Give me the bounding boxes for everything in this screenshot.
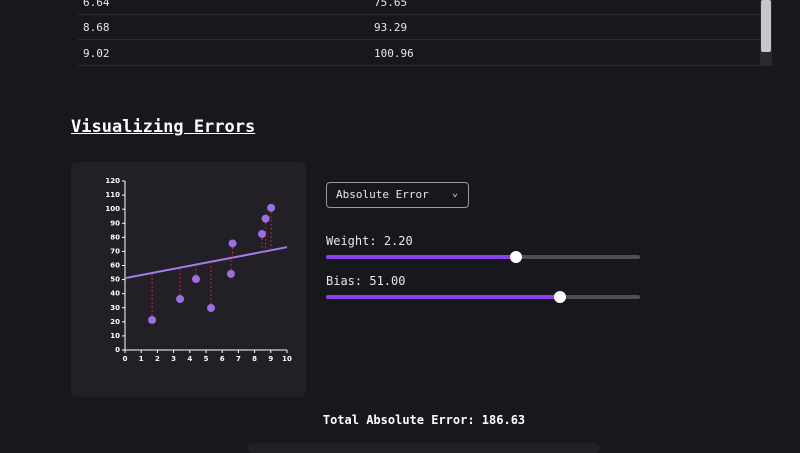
x-tick-label: 10 [282,355,292,363]
slider-label: Bias: 51.00 [326,274,405,288]
scroll-thumb[interactable] [761,0,771,52]
y-tick-label: 20 [110,318,120,326]
y-tick-label: 100 [105,205,120,213]
table-row: 9.02 100.96 [78,40,760,66]
point [191,275,200,284]
slider-fill [326,255,516,259]
slider[interactable] [326,251,640,263]
point [258,229,267,238]
point [267,203,276,212]
y-tick-label: 30 [110,304,120,312]
y-tick-label: 120 [105,177,120,185]
chart-card: 0 1 2 3 4 5 6 7 8 9 10 0 10 20 30 40 50 60 70 80 90 100 110 120 [71,162,306,397]
label: Weight: [326,234,377,248]
slider-knob[interactable] [510,251,522,263]
section-title: Visualizing Errors [71,117,256,137]
slider[interactable] [326,291,640,303]
dropdown-value: Absolute Error [336,188,429,201]
panel [247,443,600,453]
x-tick-label: 3 [171,355,176,363]
cell: 75.65 [374,0,408,9]
value: 2.20 [383,234,413,248]
y-tick-label: 80 [110,233,120,241]
cell: 8.68 [83,21,110,34]
point [207,304,216,313]
x-tick-label: 0 [123,355,128,363]
label: Total Absolute Error: [322,413,475,427]
table-row: 6.64 75.65 [78,0,760,15]
chevron: ⌄ [451,188,458,199]
slider-fill [326,295,560,299]
point [176,295,185,304]
x-tick-label: 6 [220,355,225,363]
x-tick-label: 8 [252,355,257,363]
y-tick-label: 90 [110,219,120,227]
point [228,239,237,248]
x-tick-label: 9 [268,355,273,363]
x-tick-label: 1 [139,355,144,363]
slider-label: Weight: 2.20 [326,234,413,248]
cell: 93.29 [374,21,408,34]
point [148,316,157,325]
y-tick-label: 40 [110,290,120,298]
cell: 9.02 [83,47,110,60]
x-tick-label: 2 [155,355,160,363]
value: 51.00 [369,274,406,288]
y-tick-label: 0 [115,346,120,354]
x-tick-label: 5 [204,355,209,363]
label: Bias: [326,274,363,288]
y-tick-label: 110 [105,191,120,199]
value: 186.63 [481,413,526,427]
point [261,214,270,223]
point [226,269,235,278]
regression-line [124,246,288,280]
dropdown[interactable]: Absolute Error ⌄ [326,182,469,208]
cell: 6.64 [83,0,110,9]
y-tick-label: 70 [110,247,120,255]
x-tick-label: 7 [236,355,241,363]
slider-knob[interactable] [554,291,566,303]
cell: 100.96 [374,47,414,60]
y-tick-label: 60 [110,262,120,270]
y-tick-label: 10 [110,332,120,340]
x-tick-label: 4 [187,355,192,363]
y-tick-label: 50 [110,276,120,284]
total-error: Total Absolute Error: 186.63 [0,413,800,427]
table-row: 8.68 93.29 [78,14,760,40]
